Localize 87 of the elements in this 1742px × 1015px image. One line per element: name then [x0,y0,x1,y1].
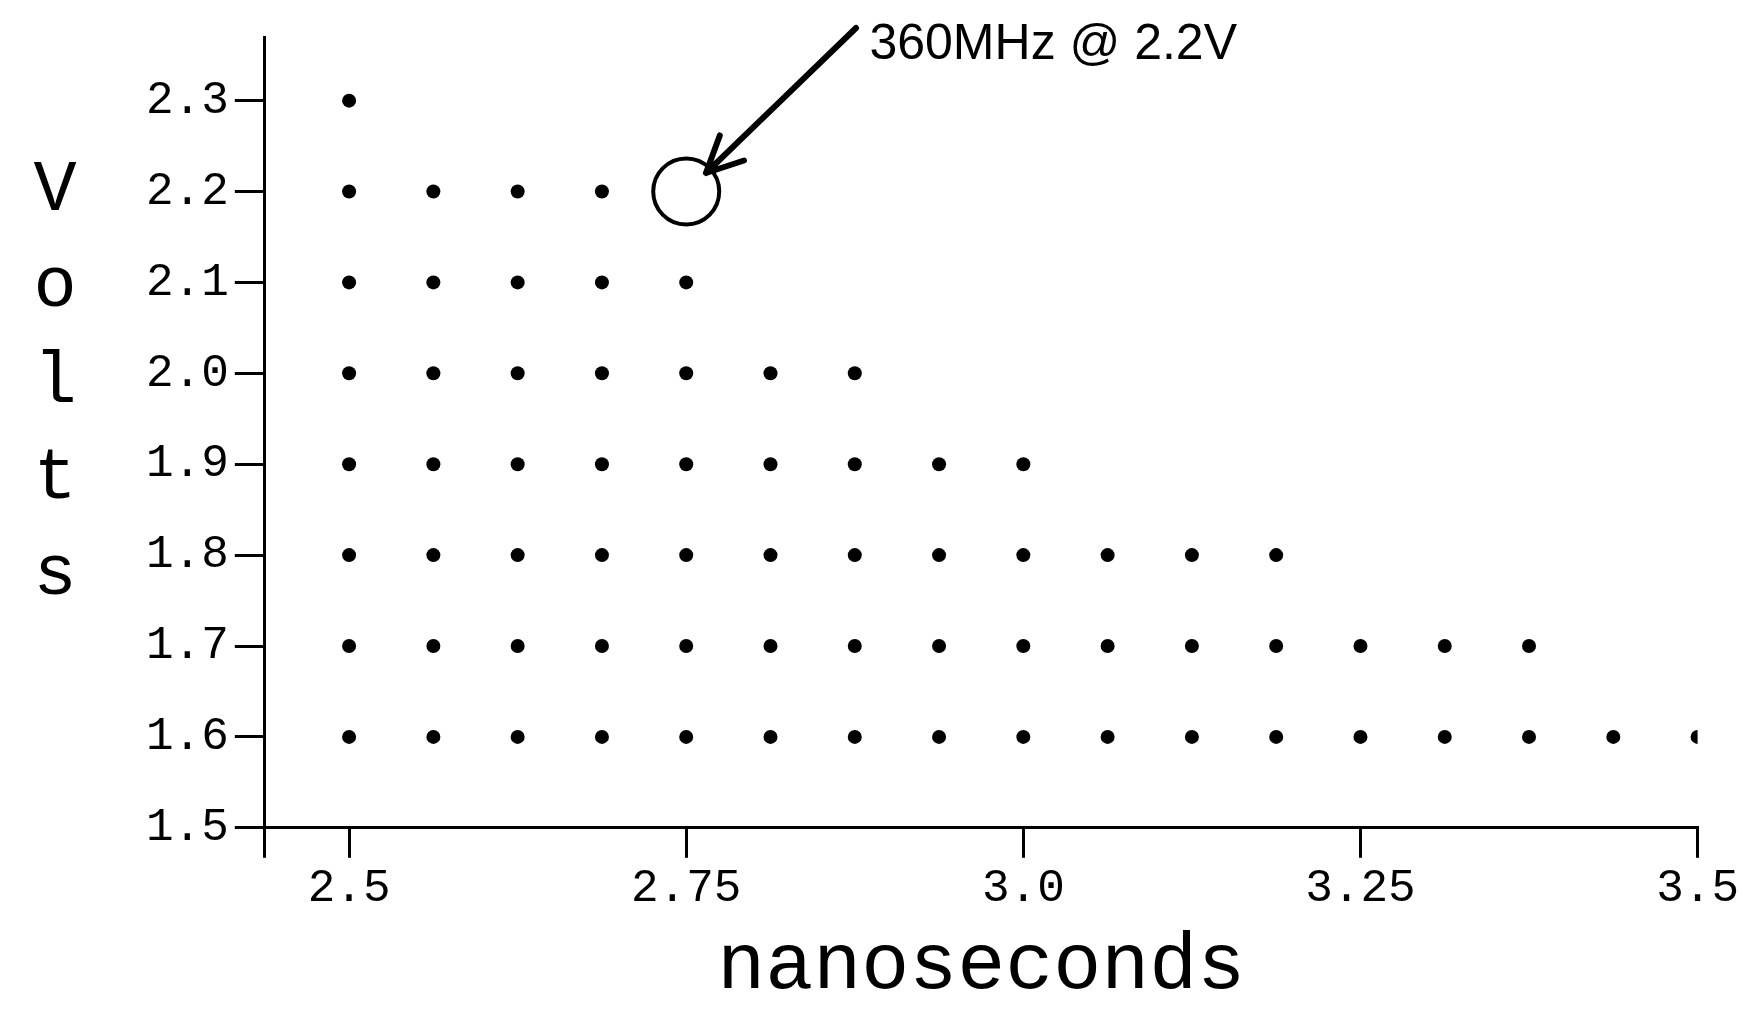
y-tick-label: 2.0 [145,347,229,400]
y-tick-label: 1.8 [145,529,229,582]
y-axis-title: Volts [14,150,96,630]
x-axis-title: nanoseconds [717,921,1246,1013]
point [763,548,778,563]
point [847,729,862,744]
point [342,548,357,563]
point [1100,548,1115,563]
point [426,548,441,563]
point [426,729,441,744]
point [342,457,357,472]
point [594,457,609,472]
point [1269,639,1284,654]
point [679,457,694,472]
point [510,548,525,563]
point [1016,729,1031,744]
point [1522,639,1537,654]
point [510,366,525,381]
x-tick-label: 2.75 [631,862,742,915]
point [342,729,357,744]
y-tick-label: 1.5 [145,801,229,854]
point [594,184,609,199]
point [510,275,525,290]
y-tick-label: 2.3 [145,74,229,127]
point [932,457,947,472]
point [426,639,441,654]
point [1353,729,1368,744]
point [763,729,778,744]
point [1606,729,1621,744]
point [763,639,778,654]
point [342,275,357,290]
x-tick-label: 3.25 [1305,862,1416,915]
point [1269,729,1284,744]
point [1100,729,1115,744]
point [763,366,778,381]
x-tick-label: 3.0 [981,862,1065,915]
point [1016,457,1031,472]
point [847,457,862,472]
point [1100,639,1115,654]
point [1269,548,1284,563]
point [426,457,441,472]
point [1522,729,1537,744]
point [594,639,609,654]
y-tick-label: 2.1 [145,256,229,309]
point [847,639,862,654]
point [342,639,357,654]
y-tick-label: 2.2 [145,165,229,218]
point [847,548,862,563]
point [1016,548,1031,563]
point [594,548,609,563]
point [679,729,694,744]
point [1184,639,1199,654]
point [1353,639,1368,654]
point [594,275,609,290]
point [426,366,441,381]
point [510,184,525,199]
point [679,548,694,563]
point [510,729,525,744]
point [1437,729,1452,744]
point [932,729,947,744]
point [342,184,357,199]
y-tick-label: 1.6 [145,711,229,764]
point [426,275,441,290]
point [510,457,525,472]
y-tick-label: 1.9 [145,438,229,491]
point [763,457,778,472]
point [426,184,441,199]
point [932,548,947,563]
x-tick-label: 2.5 [307,862,391,915]
point [679,275,694,290]
point [1184,729,1199,744]
point [594,729,609,744]
point [510,639,525,654]
point [342,93,357,108]
point [847,366,862,381]
x-tick-label: 3.5 [1656,862,1740,915]
point [679,366,694,381]
point [342,366,357,381]
point [679,639,694,654]
point [932,639,947,654]
point [1184,548,1199,563]
y-tick-label: 1.7 [145,620,229,673]
point [594,366,609,381]
point [1437,639,1452,654]
point [1016,639,1031,654]
point [651,156,722,227]
annotation: 360MHz @ 2.2V [869,14,1238,71]
